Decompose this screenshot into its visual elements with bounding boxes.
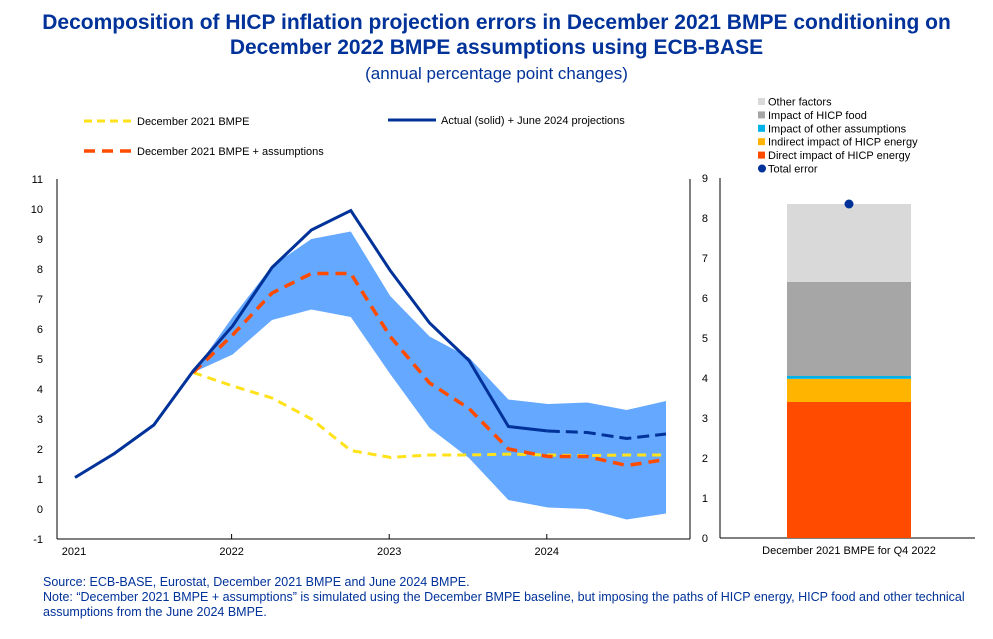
- bar-category-label: December 2021 BMPE for Q4 2022: [762, 545, 936, 557]
- legend-label-dec-2021: December 2021 BMPE: [137, 116, 250, 128]
- bar-segment: [787, 204, 911, 282]
- x-tick-label: 2022: [219, 546, 243, 558]
- legend-label: Impact of other assumptions: [768, 123, 907, 135]
- dec-2021-bmpe-line: [192, 371, 666, 459]
- legend-label: Direct impact of HICP energy: [768, 150, 911, 162]
- y-tick-label: 7: [37, 294, 43, 306]
- legend-label-assumptions: December 2021 BMPE + assumptions: [137, 146, 324, 158]
- y-tick-label: 11: [32, 174, 43, 186]
- source-note: Source: ECB-BASE, Eurostat, December 202…: [43, 575, 470, 589]
- bar-y-tick-label: 9: [702, 173, 708, 185]
- total-error-dot: [844, 199, 854, 209]
- bar-segment: [787, 376, 911, 379]
- bar-segment: [787, 378, 911, 402]
- y-tick-label: 1: [37, 474, 43, 486]
- uncertainty-band: [193, 231, 666, 520]
- legend-swatch: [758, 138, 765, 146]
- y-tick-label: 3: [37, 414, 43, 426]
- y-tick-label: 5: [37, 354, 43, 366]
- bar-y-tick-label: 8: [702, 213, 708, 225]
- legend-swatch: [758, 124, 765, 132]
- bar-y-tick-label: 6: [702, 293, 708, 305]
- x-tick-label: 2021: [62, 546, 86, 558]
- y-tick-label: -1: [33, 534, 43, 546]
- bar-y-tick-label: 5: [702, 333, 708, 345]
- stacked-bar-chart: 0 1 2 3 4 5 6 7 8 9 December 2021 BMPE for Q4 2022…: [702, 97, 975, 557]
- y-tick-label: 2: [37, 444, 43, 456]
- legend-label: Impact of HICP food: [768, 110, 867, 122]
- bar-y-tick-label: 7: [702, 253, 708, 265]
- x-tick-label: 2023: [377, 546, 401, 558]
- bar-y-tick-label: 2: [702, 453, 708, 465]
- bar-y-tick-label: 1: [702, 493, 708, 505]
- y-tick-label: 0: [37, 504, 43, 516]
- legend-swatch: [758, 98, 765, 105]
- chart-title: Decomposition of HICP inflation projecti…: [42, 11, 951, 59]
- bar-y-tick-label: 3: [702, 413, 708, 425]
- bar-y-tick-label: 0: [702, 533, 708, 545]
- methodology-note: Note: “December 2021 BMPE + assumptions”…: [43, 590, 965, 619]
- y-tick-label: 6: [37, 324, 43, 336]
- legend-label-actual: Actual (solid) + June 2024 projections: [441, 115, 625, 127]
- x-tick-label: 2024: [535, 546, 559, 558]
- bar-segment: [787, 282, 911, 376]
- y-tick-label: 10: [31, 204, 43, 216]
- bar-y-tick-label: 4: [702, 373, 708, 385]
- bar-segment: [787, 402, 911, 538]
- line-chart: -1 0 1 2 3 4 5 6 7 8 9 10 11 2021 2022 2023 2024 December…: [31, 115, 691, 558]
- y-tick-label: 4: [37, 384, 43, 396]
- legend-label: Indirect impact of HICP energy: [768, 137, 918, 149]
- legend-label: Total error: [768, 164, 818, 176]
- footer: Source: ECB-BASE, Eurostat, December 202…: [43, 575, 973, 620]
- june-2024-projection-line: [547, 429, 667, 441]
- legend-swatch: [758, 111, 765, 119]
- legend-swatch-total-error: [758, 164, 766, 173]
- chart-subtitle: (annual percentage point changes): [365, 64, 628, 83]
- y-tick-label: 9: [37, 234, 43, 246]
- y-tick-label: 8: [37, 264, 43, 276]
- actual-line: [74, 208, 548, 479]
- legend-label: Other factors: [768, 97, 832, 109]
- legend-swatch: [758, 151, 765, 159]
- dec-2021-bmpe-assumptions-line: [191, 271, 667, 468]
